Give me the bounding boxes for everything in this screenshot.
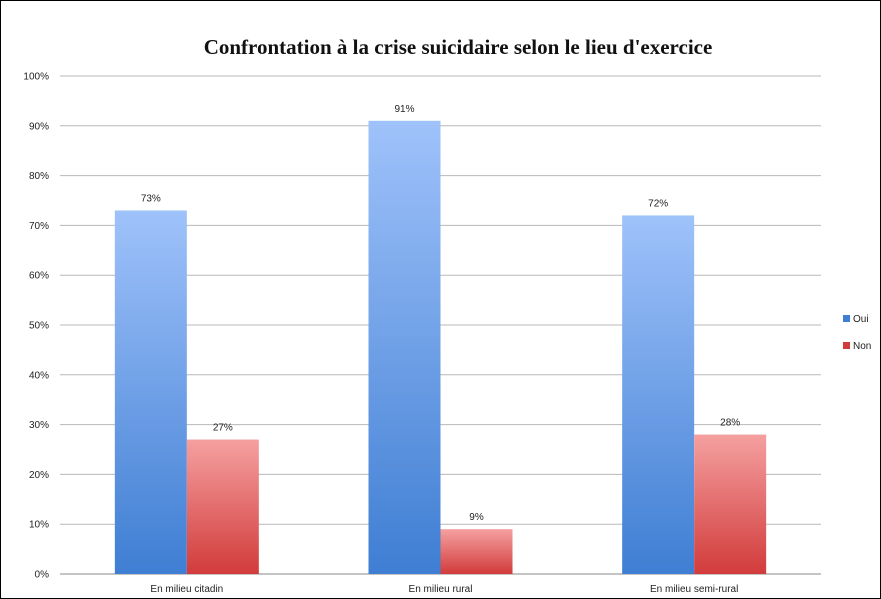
bar-oui-2 (368, 120, 441, 574)
legend: Oui Non (843, 314, 871, 352)
bar-non-3 (694, 434, 767, 574)
y-tick-label: 90% (29, 121, 49, 132)
x-category-label: En milieu semi-rural (650, 584, 738, 595)
data-label: 28% (720, 418, 740, 429)
bar-non-1 (186, 439, 259, 574)
legend-label-non: Non (853, 341, 871, 352)
bar-oui-3 (622, 215, 695, 574)
chart-title: Confrontation à la crise suicidaire selo… (204, 35, 713, 59)
legend-swatch-oui (843, 315, 850, 322)
legend-label-oui: Oui (853, 314, 869, 325)
y-tick-label: 50% (29, 321, 49, 332)
data-label: 91% (394, 104, 414, 115)
y-tick-label: 30% (29, 420, 49, 431)
bars (114, 120, 767, 574)
bar-oui-1 (114, 210, 187, 574)
y-tick-label: 20% (29, 470, 49, 481)
x-category-label: En milieu citadin (150, 584, 223, 595)
data-label: 73% (141, 193, 161, 204)
y-tick-label: 100% (23, 72, 49, 83)
y-tick-label: 70% (29, 221, 49, 232)
y-tick-label: 60% (29, 271, 49, 282)
x-axis-categories: En milieu citadin En milieu rural En milie… (150, 584, 738, 595)
data-labels: 73% 27% 91% 9% 72% 28% (141, 104, 740, 523)
y-tick-label: 10% (29, 520, 49, 531)
y-tick-label: 80% (29, 171, 49, 182)
data-label: 72% (648, 198, 668, 209)
y-tick-label: 0% (35, 570, 50, 581)
legend-swatch-non (843, 342, 850, 349)
y-axis-ticks: 0% 10% 20% 30% 40% 50% 60% 70% 80% 90% 100% (23, 72, 49, 581)
data-label: 27% (213, 423, 233, 434)
data-label: 9% (469, 512, 484, 523)
x-category-label: En milieu rural (409, 584, 473, 595)
y-tick-label: 40% (29, 370, 49, 381)
bar-non-2 (440, 529, 513, 574)
